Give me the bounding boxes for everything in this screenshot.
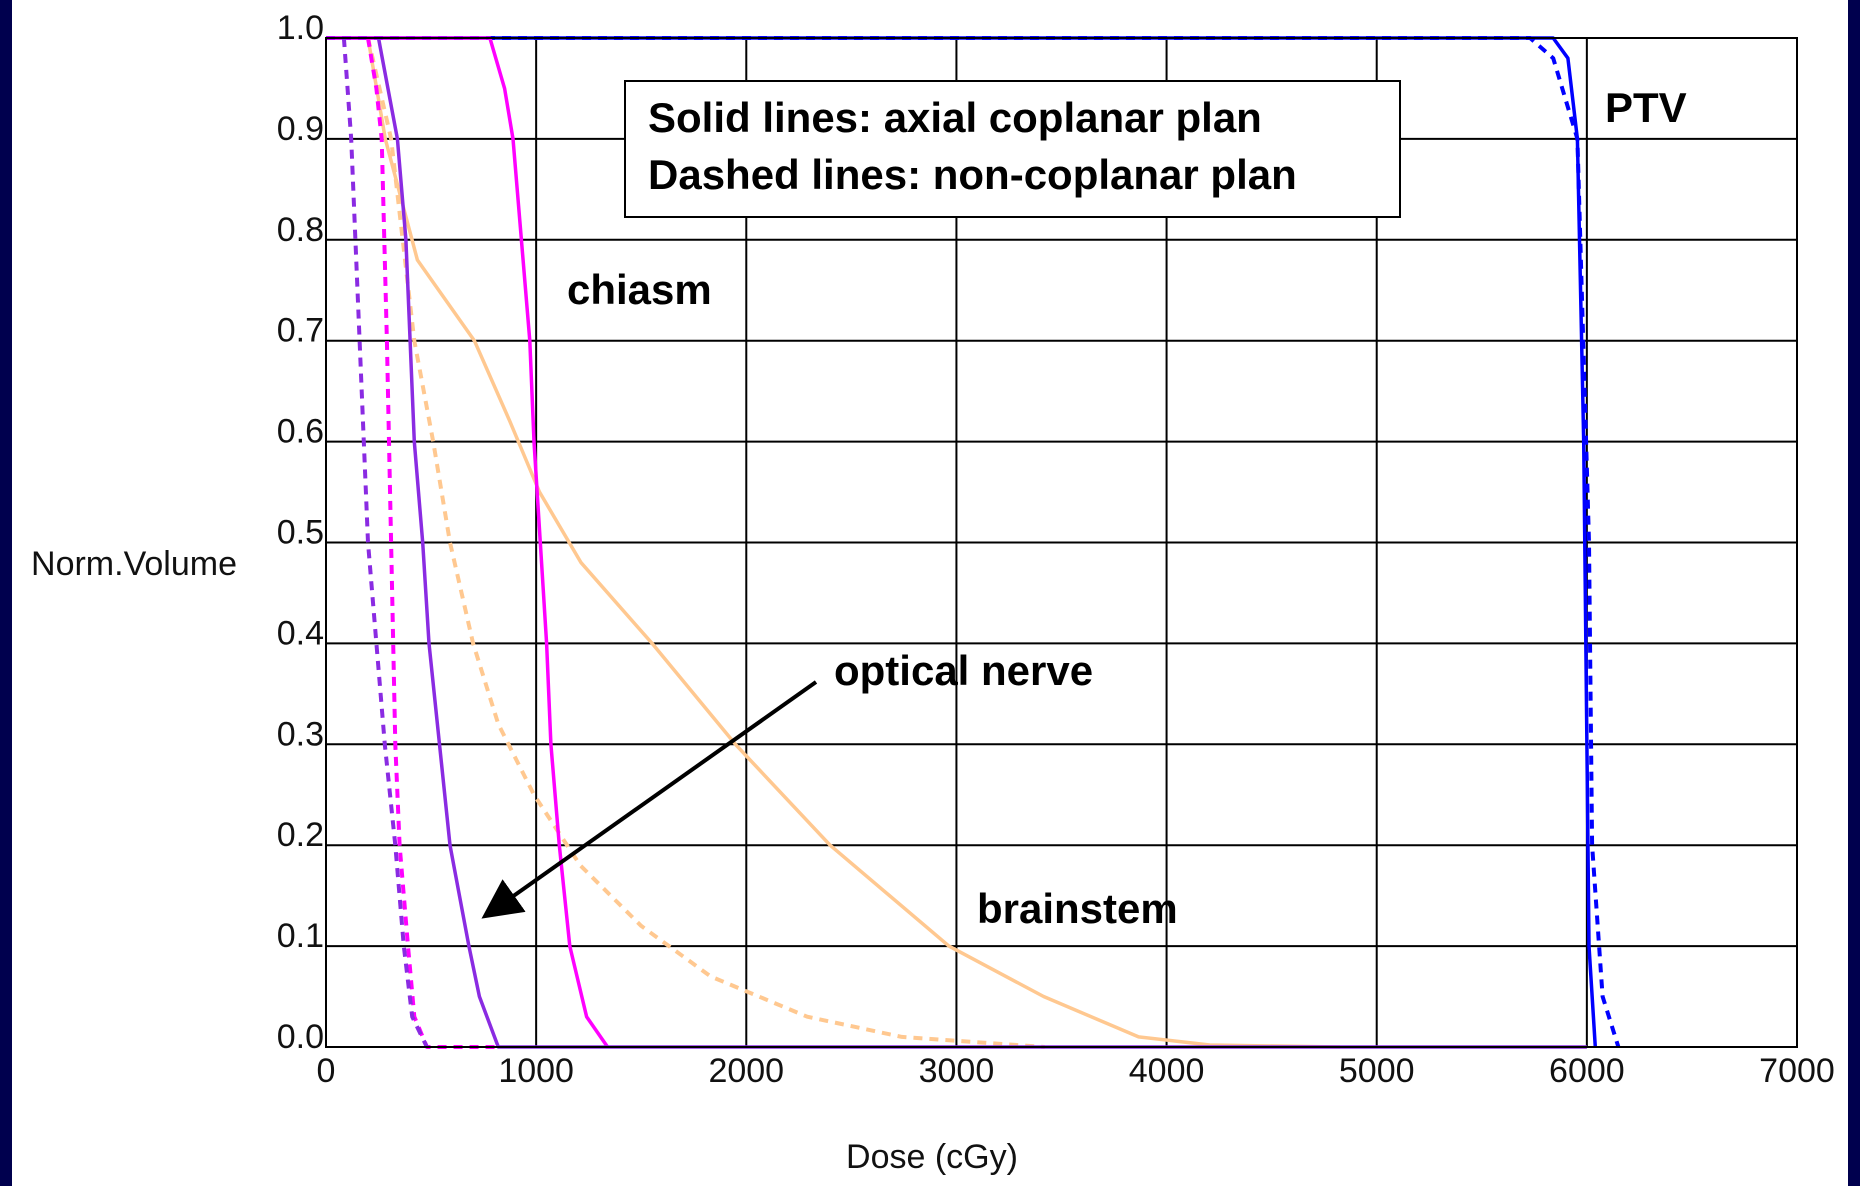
- x-tick-label: 4000: [1129, 1052, 1205, 1090]
- y-tick-label: 0.6: [277, 413, 324, 451]
- x-tick-label: 5000: [1339, 1052, 1415, 1090]
- dashed-line: [366, 37, 1045, 1049]
- x-tick-label: 1000: [498, 1052, 574, 1090]
- y-tick-label: 0.5: [277, 513, 324, 551]
- plot-border: [325, 37, 1798, 1048]
- solid-line: [326, 36, 1598, 1048]
- arrow: [481, 680, 818, 919]
- solid-line: [326, 36, 610, 1048]
- x-axis-label: Dose (cGy): [846, 1138, 1018, 1176]
- y-tick-label: 0.0: [277, 1018, 324, 1056]
- x-tick-label: 7000: [1759, 1052, 1835, 1090]
- x-tick-label: 0: [317, 1052, 336, 1090]
- solid-line: [366, 37, 1341, 1049]
- lines: [326, 36, 1621, 1049]
- annotation: optical nerve: [834, 647, 1093, 694]
- dashed-line: [366, 37, 499, 1049]
- note-line: Solid lines: axial coplanar plan: [648, 94, 1262, 141]
- dashed-line: [326, 36, 1621, 1048]
- y-tick-label: 0.9: [277, 110, 324, 148]
- dashed-line: [341, 37, 429, 1048]
- y-tick-label: 0.4: [277, 614, 324, 652]
- y-axis-label: Norm.Volume: [31, 545, 237, 583]
- y-tick-label: 0.7: [277, 312, 324, 350]
- note-box: [624, 80, 1401, 218]
- solid-line: [376, 37, 1587, 1049]
- x-tick-label: 6000: [1549, 1052, 1625, 1090]
- y-tick-label: 0.8: [277, 211, 324, 249]
- y-tick-label: 0.3: [277, 715, 324, 753]
- y-tick-label: 1.0: [277, 9, 324, 47]
- y-tick-label: 0.2: [277, 816, 324, 854]
- annotation: brainstem: [977, 885, 1178, 932]
- annotation: PTV: [1605, 84, 1687, 131]
- y-tick-label: 0.1: [277, 917, 324, 955]
- annotation: chiasm: [567, 266, 712, 313]
- x-tick-label: 3000: [919, 1052, 995, 1090]
- x-tick-label: 2000: [708, 1052, 784, 1090]
- note-line: Dashed lines: non-coplanar plan: [648, 151, 1297, 198]
